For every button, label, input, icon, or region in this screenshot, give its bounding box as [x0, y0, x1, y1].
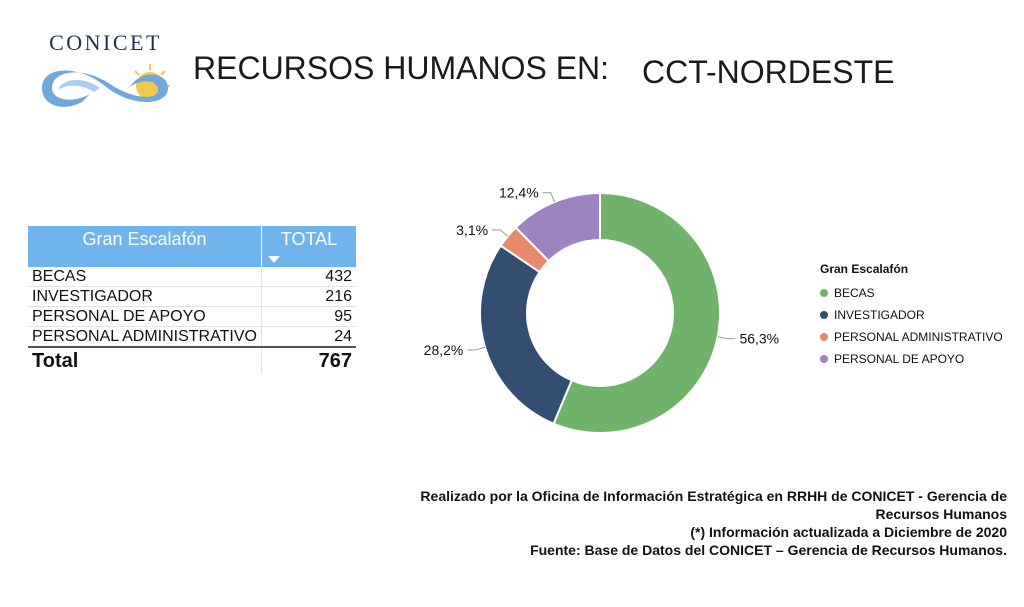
slice-percent-label: 56,3% — [739, 331, 779, 347]
header-total[interactable]: TOTAL — [261, 226, 356, 267]
logo-text: CONICET — [49, 30, 162, 55]
legend-label: BECAS — [834, 286, 875, 300]
donut-chart: 56,3% 28,2% 3,1% 12,4% — [424, 185, 779, 434]
row-value: 24 — [261, 326, 356, 348]
legend-label: PERSONAL ADMINISTRATIVO — [834, 330, 1003, 344]
row-name: INVESTIGADOR — [28, 286, 262, 307]
total-row: Total 767 — [28, 346, 356, 374]
legend-marker — [820, 355, 828, 363]
table-row: INVESTIGADOR 216 — [28, 286, 356, 307]
label-leader-line — [542, 192, 555, 203]
header-gran-escalafon[interactable]: Gran Escalafón — [28, 226, 262, 267]
slice-percent-label: 28,2% — [424, 342, 464, 358]
summary-table: Gran Escalafón TOTAL BECAS 432 INVESTIGA… — [28, 226, 356, 374]
label-leader-line — [492, 229, 509, 237]
donut-slice-personal-de-apoyo[interactable] — [514, 191, 601, 263]
note-update: (*) Información actualizada a Diciembre … — [690, 524, 1007, 540]
label-leader-line — [717, 336, 736, 340]
legend-title: Gran Escalafón — [820, 262, 909, 276]
header-total-label: TOTAL — [280, 229, 338, 249]
table-row: PERSONAL DE APOYO 95 — [28, 306, 356, 327]
row-name: PERSONAL ADMINISTRATIVO — [28, 326, 262, 348]
page-title: RECURSOS HUMANOS EN: — [193, 50, 610, 86]
infinity-logo-icon — [42, 64, 170, 107]
note-author: Realizado por la Oficina de Información … — [420, 488, 1007, 522]
conicet-logo: CONICET — [38, 30, 173, 115]
sort-dropdown-icon[interactable] — [268, 256, 280, 263]
row-value: 95 — [261, 306, 356, 327]
table-row: BECAS 432 — [28, 267, 356, 287]
row-value: 432 — [261, 267, 356, 287]
label-leader-line — [467, 346, 486, 351]
slice-percent-label: 3,1% — [456, 222, 488, 238]
legend-marker — [820, 289, 828, 297]
table-row: PERSONAL ADMINISTRATIVO 24 — [28, 326, 356, 348]
donut-slice-investigador[interactable] — [479, 244, 574, 425]
legend-item-personal-de-apoyo[interactable]: PERSONAL DE APOYO — [820, 348, 1003, 370]
footer-notes: Realizado por la Oficina de Información … — [407, 487, 1007, 559]
legend-item-investigador[interactable]: INVESTIGADOR — [820, 304, 1003, 326]
total-label: Total — [28, 346, 262, 374]
donut-slice-becas[interactable] — [552, 191, 721, 434]
total-value: 767 — [261, 346, 356, 374]
note-source: Fuente: Base de Datos del CONICET – Gere… — [530, 542, 1007, 558]
legend-item-personal-administrativo[interactable]: PERSONAL ADMINISTRATIVO — [820, 326, 1003, 348]
legend-marker — [820, 311, 828, 319]
legend-label: INVESTIGADOR — [834, 308, 925, 322]
row-name: PERSONAL DE APOYO — [28, 306, 262, 327]
chart-legend: Gran Escalafón BECAS INVESTIGADOR PERSON… — [820, 262, 1003, 370]
row-value: 216 — [261, 286, 356, 307]
slice-percent-label: 12,4% — [499, 185, 539, 201]
legend-label: PERSONAL DE APOYO — [834, 352, 965, 366]
legend-marker — [820, 333, 828, 341]
legend-item-becas[interactable]: BECAS — [820, 282, 1003, 304]
row-name: BECAS — [28, 267, 262, 287]
center-name: CCT-NORDESTE — [642, 54, 895, 90]
